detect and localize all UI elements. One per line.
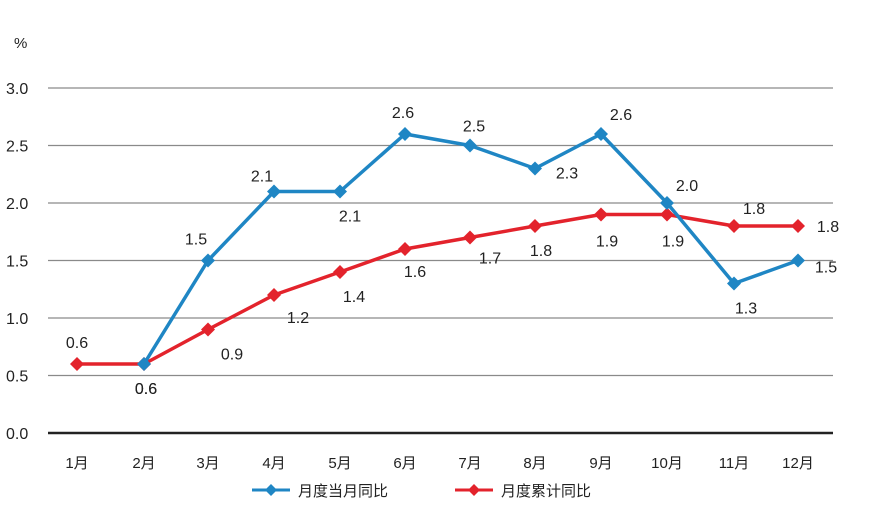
diamond-marker-icon	[333, 265, 347, 279]
diamond-marker-icon	[468, 484, 480, 496]
x-tick-label: 2月	[132, 455, 155, 472]
diamond-marker-icon	[137, 357, 151, 371]
diamond-marker-icon	[398, 127, 412, 141]
diamond-marker-icon	[333, 184, 347, 199]
legend-item-cumulative-yoy[interactable]: 月度累计同比	[455, 483, 591, 500]
diamond-marker-icon	[463, 230, 477, 245]
x-tick-label: 10月	[651, 455, 683, 472]
x-tick-label: 9月	[589, 455, 612, 472]
y-tick-label: 1.0	[6, 311, 28, 328]
diamond-marker-icon	[70, 357, 84, 371]
data-label: 1.9	[662, 234, 684, 251]
data-label: 1.3	[735, 301, 757, 318]
y-axis-ticks: 0.0 0.5 1.0 1.5 2.0 2.5 3.0	[6, 81, 28, 443]
x-tick-label: 6月	[393, 455, 416, 472]
diamond-marker-icon	[594, 207, 608, 222]
y-tick-label: 1.5	[6, 254, 28, 271]
data-label: 2.0	[676, 178, 698, 195]
y-tick-label: 0.0	[6, 426, 28, 443]
x-tick-label: 4月	[262, 455, 285, 472]
diamond-marker-icon	[791, 219, 805, 233]
x-tick-label: 7月	[458, 455, 481, 472]
data-label: 1.4	[343, 289, 365, 306]
diamond-marker-icon	[727, 276, 741, 291]
diamond-marker-icon	[201, 253, 215, 268]
data-label: 1.5	[815, 260, 837, 277]
x-tick-label: 1月	[65, 455, 88, 472]
x-tick-label: 3月	[196, 455, 219, 472]
data-label: 1.8	[743, 201, 765, 218]
data-label: 1.2	[287, 310, 309, 327]
legend-label: 月度累计同比	[501, 483, 591, 500]
legend-item-monthly-yoy[interactable]: 月度当月同比	[252, 483, 388, 500]
gridlines	[48, 87, 833, 435]
legend-label: 月度当月同比	[298, 483, 388, 500]
diamond-marker-icon	[201, 322, 215, 337]
data-label: 0.9	[221, 347, 243, 364]
diamond-marker-icon	[267, 184, 281, 199]
data-label: 1.8	[530, 243, 552, 260]
diamond-marker-icon	[398, 242, 412, 256]
data-label: 1.6	[404, 264, 426, 281]
data-label: 0.6	[135, 381, 157, 398]
y-axis-unit-label: %	[14, 35, 27, 52]
diamond-marker-icon	[528, 219, 542, 233]
data-label: 1.7	[479, 251, 501, 268]
data-label: 2.3	[556, 166, 578, 183]
diamond-marker-icon	[528, 161, 542, 176]
x-tick-label: 5月	[328, 455, 351, 472]
x-tick-label: 8月	[523, 455, 546, 472]
diamond-marker-icon	[791, 253, 805, 268]
series-lines	[70, 127, 805, 371]
data-label: 2.5	[463, 119, 485, 136]
data-label: 2.6	[610, 107, 632, 124]
data-label: 1.5	[185, 232, 207, 249]
diamond-marker-icon	[660, 196, 674, 210]
data-labels: 0.61.52.12.12.62.52.32.62.01.31.50.60.60…	[66, 105, 839, 398]
diamond-marker-icon	[463, 138, 477, 153]
y-tick-label: 0.5	[6, 369, 28, 386]
data-label: 2.6	[392, 105, 414, 122]
x-tick-label: 11月	[719, 455, 750, 472]
y-tick-label: 2.0	[6, 196, 28, 213]
series-line	[142, 132, 799, 365]
data-label: 2.1	[339, 209, 361, 226]
data-label: 0.6	[135, 381, 157, 398]
y-tick-label: 3.0	[6, 81, 28, 98]
diamond-marker-icon	[727, 219, 741, 233]
x-axis-ticks: 1月 2月 3月 4月 5月 6月 7月 8月 9月 10月 11月 12月	[65, 455, 814, 472]
data-label: 1.8	[817, 219, 839, 236]
diamond-marker-icon	[267, 288, 281, 302]
legend: 月度当月同比 月度累计同比	[252, 483, 591, 500]
diamond-marker-icon	[265, 484, 277, 496]
x-tick-label: 12月	[782, 455, 814, 472]
diamond-marker-icon	[660, 207, 674, 222]
data-label: 1.9	[596, 234, 618, 251]
diamond-marker-icon	[594, 127, 608, 141]
data-label: 0.6	[66, 335, 88, 352]
data-label: 2.1	[251, 169, 273, 186]
y-tick-label: 2.5	[6, 139, 28, 156]
